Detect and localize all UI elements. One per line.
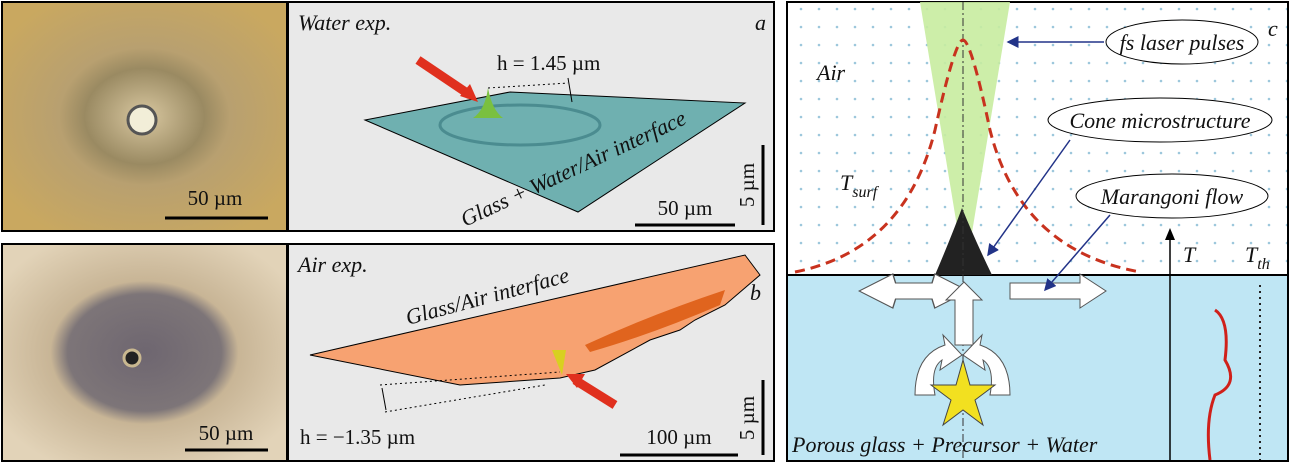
scale-label: 50 µm	[188, 186, 243, 210]
figure: 50 µm Water exp. a h = 1.45 µm Glass + W…	[0, 0, 1290, 463]
panel-label: a	[755, 10, 766, 35]
scale-label: 50 µm	[199, 421, 254, 445]
subscript: surf	[852, 184, 879, 201]
temperature-axis-label: T	[1183, 242, 1197, 267]
height-label: h = 1.45 µm	[497, 51, 600, 75]
spot	[128, 106, 156, 134]
panel-c: c fs laser pulses Air Cone microstructur…	[787, 2, 1288, 461]
panel-b: 50 µm Air exp. b Glass/Air interface h =…	[2, 244, 774, 461]
panel-title: Air exp.	[296, 252, 368, 277]
spot	[124, 350, 140, 366]
panel-a: 50 µm Water exp. a h = 1.45 µm Glass + W…	[2, 2, 774, 232]
panel-title: Water exp.	[298, 10, 391, 35]
laser-label: fs laser pulses	[1120, 30, 1245, 55]
cone-label: Cone microstructure	[1069, 108, 1250, 133]
panel-label: c	[1268, 16, 1278, 41]
substrate-label: Porous glass + Precursor + Water	[791, 432, 1098, 457]
air-label: Air	[815, 60, 846, 85]
subscript: th	[1257, 256, 1269, 273]
flow-label: Marangoni flow	[1100, 184, 1244, 209]
height-label: h = −1.35 µm	[300, 425, 415, 449]
scale-label: 5 µm	[735, 163, 759, 207]
scale-label: 50 µm	[658, 196, 713, 220]
scale-label: 100 µm	[646, 425, 711, 449]
panel-label: b	[750, 280, 761, 305]
page: {"panel_a": {"label": "a", "title": "Wat…	[0, 0, 1290, 463]
scale-label: 5 µm	[735, 396, 759, 440]
